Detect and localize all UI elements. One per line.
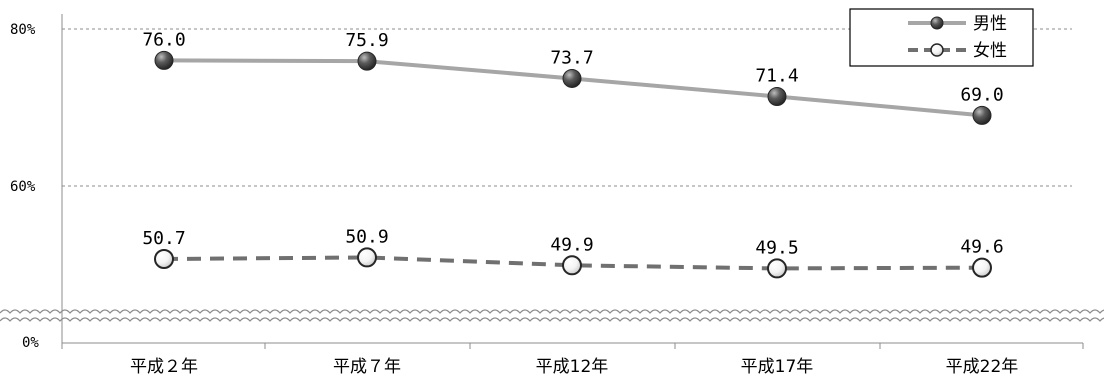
- x-tick-label: 平成17年: [741, 357, 814, 377]
- legend: 男性 女性: [849, 8, 1034, 67]
- x-tick-label: 平成22年: [946, 357, 1019, 377]
- female-data-point: [767, 258, 787, 279]
- legend-label-female: 女性: [973, 41, 1007, 61]
- female-data-point: [154, 249, 174, 270]
- female-data-label: 50.9: [345, 226, 388, 247]
- axis-break: [0, 309, 1104, 322]
- x-tick-label: 平成２年: [130, 357, 198, 377]
- male-data-point: [972, 105, 992, 125]
- y-tick-label-80: 80%: [10, 22, 36, 38]
- male-data-point: [357, 51, 377, 71]
- male-data-label: 69.0: [960, 84, 1003, 105]
- legend-marker-female: [930, 43, 944, 57]
- x-axis-ticks: [61, 343, 1084, 349]
- male-data-point: [767, 87, 787, 107]
- female-data-label: 50.7: [142, 228, 185, 249]
- male-data-label: 73.7: [550, 47, 593, 68]
- female-data-label: 49.5: [755, 237, 798, 258]
- legend-marker-male: [930, 16, 944, 30]
- male-data-label: 76.0: [142, 29, 185, 50]
- data-marks: 76.0 75.9 73.7 71.4 69.0 50.7 50.9 49.9 49.5 49.6: [142, 29, 1004, 279]
- x-tick-label: 平成７年: [333, 357, 401, 377]
- y-tick-label-0: 0%: [22, 335, 39, 351]
- female-data-point: [972, 257, 992, 278]
- male-data-label: 75.9: [345, 30, 388, 51]
- male-data-point: [562, 68, 582, 88]
- male-data-label: 71.4: [755, 66, 798, 87]
- female-data-point: [357, 247, 377, 268]
- female-data-label: 49.9: [550, 234, 593, 255]
- female-data-point: [562, 255, 582, 276]
- y-tick-label-60: 60%: [10, 179, 36, 195]
- female-data-label: 49.6: [960, 237, 1003, 258]
- x-tick-label: 平成12年: [536, 357, 609, 377]
- legend-label-male: 男性: [973, 14, 1007, 34]
- male-data-point: [154, 50, 174, 70]
